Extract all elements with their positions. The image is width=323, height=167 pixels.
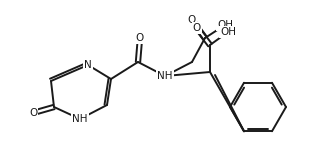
Text: O: O	[193, 23, 201, 33]
Text: O: O	[188, 15, 196, 25]
Text: NH: NH	[72, 114, 88, 124]
Text: N: N	[84, 60, 92, 70]
Text: OH: OH	[220, 27, 236, 37]
Text: OH: OH	[217, 20, 233, 30]
Text: NH: NH	[157, 71, 173, 81]
Text: O: O	[136, 33, 144, 43]
Text: O: O	[29, 108, 37, 118]
